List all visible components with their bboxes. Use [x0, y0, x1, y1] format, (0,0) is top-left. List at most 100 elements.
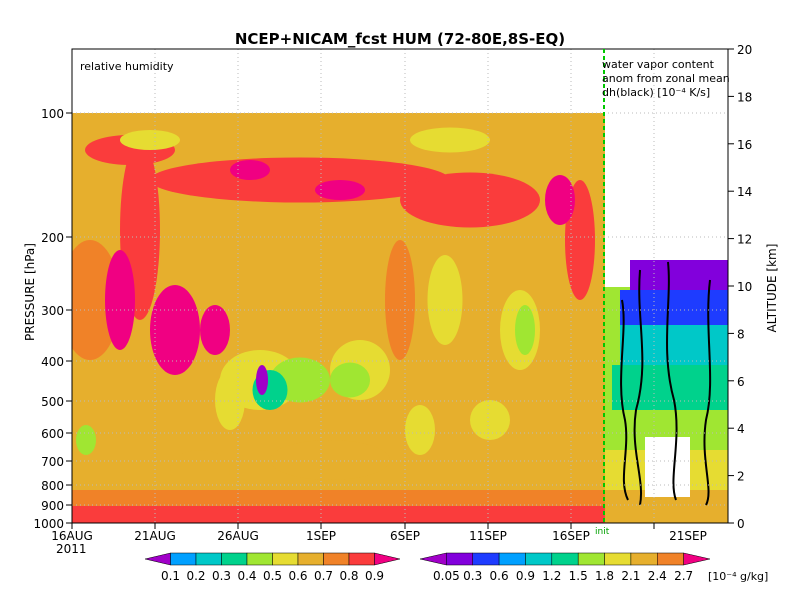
colorbar-label: 0.5: [263, 569, 282, 583]
right-panel-label-3: dh(black) [10⁻⁴ K/s]: [602, 86, 710, 99]
colorbar-label: 2.1: [621, 569, 640, 583]
rh-blob: [410, 127, 490, 153]
colorbar-label: 0.2: [186, 569, 205, 583]
rh-blob: [120, 130, 180, 150]
colorbar-label: 0.9: [516, 569, 535, 583]
colorbar-label: 0.3: [463, 569, 482, 583]
colorbar-label: 0.4: [237, 569, 256, 583]
colorbar-swatch: [446, 552, 473, 566]
colorbar-swatch: [272, 552, 299, 566]
x-tick-label: 16AUG: [51, 529, 93, 543]
colorbar-end: [144, 552, 171, 566]
rh-blob: [170, 450, 230, 490]
rh-blob: [150, 285, 200, 375]
y-right-tick-label: 6: [737, 375, 745, 389]
year-label: 2011: [56, 542, 87, 556]
y-left-tick-label: 100: [41, 107, 64, 121]
wv-cyan: [620, 325, 728, 365]
y-right-tick-label: 12: [737, 233, 752, 247]
colorbar-label: 0.6: [490, 569, 509, 583]
y-right-tick-label: 10: [737, 280, 752, 294]
x-tick-label: 21SEP: [669, 529, 707, 543]
x-tick-label: 26AUG: [217, 529, 259, 543]
y-right-tick-label: 0: [737, 517, 745, 531]
colorbar-swatch: [246, 552, 273, 566]
y-left-tick-label: 300: [41, 304, 64, 318]
y-right-tick-label: 4: [737, 422, 745, 436]
rh-blob: [105, 250, 135, 350]
rh-lowlevel-band: [72, 490, 605, 506]
colorbar-end: [683, 552, 711, 566]
rh-blob: [470, 400, 510, 440]
y-right-ticks: 0 2 4 6 8 10 12 14 16 18 20: [728, 43, 752, 531]
y-left-tick-label: 800: [41, 479, 64, 493]
colorbar-swatch: [170, 552, 197, 566]
colorbar-label: 2.4: [648, 569, 667, 583]
colorbar-label: 0.8: [339, 569, 358, 583]
rh-blob: [76, 425, 96, 455]
colorbar-wv: 0.05 0.3 0.6 0.9 1.2 1.5 1.8 2.1 2.4 2.7: [419, 552, 711, 583]
colorbar-label: 0.3: [212, 569, 231, 583]
rh-blob: [405, 405, 435, 455]
rh-blob: [215, 370, 245, 430]
y-right-tick-label: 16: [737, 138, 752, 152]
colorbar-swatch: [195, 552, 222, 566]
colorbar-label: 1.2: [542, 569, 561, 583]
rh-blob: [230, 160, 270, 180]
colorbar-label: 0.6: [288, 569, 307, 583]
x-tick-label: 11SEP: [469, 529, 507, 543]
rh-heatmap: [72, 113, 605, 523]
y-left-tick-label: 400: [41, 355, 64, 369]
rh-blob: [200, 305, 230, 355]
colorbar-swatch: [472, 552, 500, 566]
colorbar-label: 0.1: [161, 569, 180, 583]
y-right-tick-label: 14: [737, 185, 752, 199]
colorbar-swatch: [297, 552, 324, 566]
colorbar-label: 2.7: [674, 569, 693, 583]
rh-blob: [150, 157, 450, 203]
rh-blob: [72, 240, 120, 360]
right-panel-label-1: water vapor content: [602, 58, 715, 71]
left-panel-label: relative humidity: [80, 60, 174, 73]
rh-blob: [400, 172, 540, 228]
x-tick-label: 6SEP: [390, 529, 420, 543]
dh-contour: [633, 269, 644, 506]
dh-contour: [620, 299, 629, 501]
colorbar-wv-unit: [10⁻⁴ g/kg]: [708, 570, 768, 583]
rh-blob: [545, 175, 575, 225]
right-panel-label-2: anom from zonal mean: [602, 72, 730, 85]
y-left-ticks: 100 200 300 400 500 600 700 800 900 1000: [33, 107, 72, 531]
y-right-tick-label: 8: [737, 327, 745, 341]
y-left-tick-label: 900: [41, 499, 64, 513]
rh-blob: [256, 365, 268, 395]
wv-upper-purple: [630, 260, 728, 290]
dh-contour: [666, 261, 678, 501]
colorbar-swatch: [498, 552, 526, 566]
colorbar-swatch: [221, 552, 248, 566]
wv-blue: [620, 290, 728, 325]
x-ticks: 16AUG 21AUG 26AUG 1SEP 6SEP 11SEP 16SEP 21SEP: [51, 523, 707, 543]
wv-gap: [645, 437, 690, 497]
colorbar-label: 0.05: [433, 569, 460, 583]
y-right-tick-label: 20: [737, 43, 752, 57]
colorbar-swatch: [348, 552, 375, 566]
rh-blob: [270, 440, 390, 480]
wv-heatmap: [605, 49, 728, 523]
colorbar-swatch: [577, 552, 605, 566]
x-tick-label: 16SEP: [552, 529, 590, 543]
colorbar-label: 0.7: [314, 569, 333, 583]
rh-blob: [385, 240, 415, 360]
init-marker: init: [595, 527, 610, 537]
colorbar-end: [419, 552, 447, 566]
rh-blob: [315, 180, 365, 200]
rh-blob: [515, 305, 535, 355]
colorbar-swatch: [657, 552, 684, 566]
colorbar-swatch: [323, 552, 350, 566]
colorbar-end: [374, 552, 401, 566]
y-axis-label-right: ALTITUDE [km]: [765, 244, 779, 333]
x-tick-label: 21AUG: [134, 529, 176, 543]
colorbar-label: 0.9: [365, 569, 384, 583]
y-right-tick-label: 18: [737, 90, 752, 104]
